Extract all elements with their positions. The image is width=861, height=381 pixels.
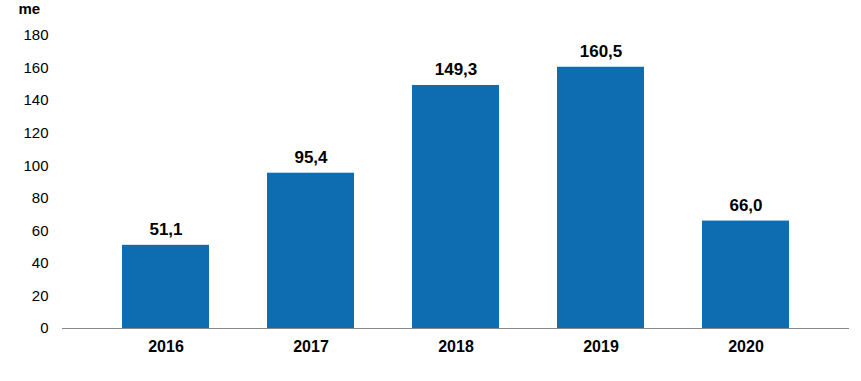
svg-text:2018: 2018: [438, 338, 474, 355]
svg-text:95,4: 95,4: [294, 148, 328, 167]
svg-text:40: 40: [32, 254, 49, 271]
svg-text:160,5: 160,5: [580, 42, 623, 61]
svg-text:120: 120: [23, 124, 48, 141]
svg-text:2017: 2017: [293, 338, 329, 355]
svg-text:0: 0: [40, 319, 48, 336]
svg-text:180: 180: [23, 26, 48, 43]
svg-text:80: 80: [32, 189, 49, 206]
svg-text:2019: 2019: [583, 338, 619, 355]
svg-text:60: 60: [32, 222, 49, 239]
svg-text:20: 20: [32, 287, 49, 304]
svg-text:160: 160: [23, 59, 48, 76]
svg-text:140: 140: [23, 91, 48, 108]
svg-text:149,3: 149,3: [435, 60, 478, 79]
svg-text:me: me: [19, 0, 41, 17]
svg-text:100: 100: [23, 157, 48, 174]
svg-text:66,0: 66,0: [729, 196, 762, 215]
svg-text:2016: 2016: [148, 338, 184, 355]
svg-text:2020: 2020: [728, 338, 764, 355]
svg-text:51,1: 51,1: [149, 220, 182, 239]
